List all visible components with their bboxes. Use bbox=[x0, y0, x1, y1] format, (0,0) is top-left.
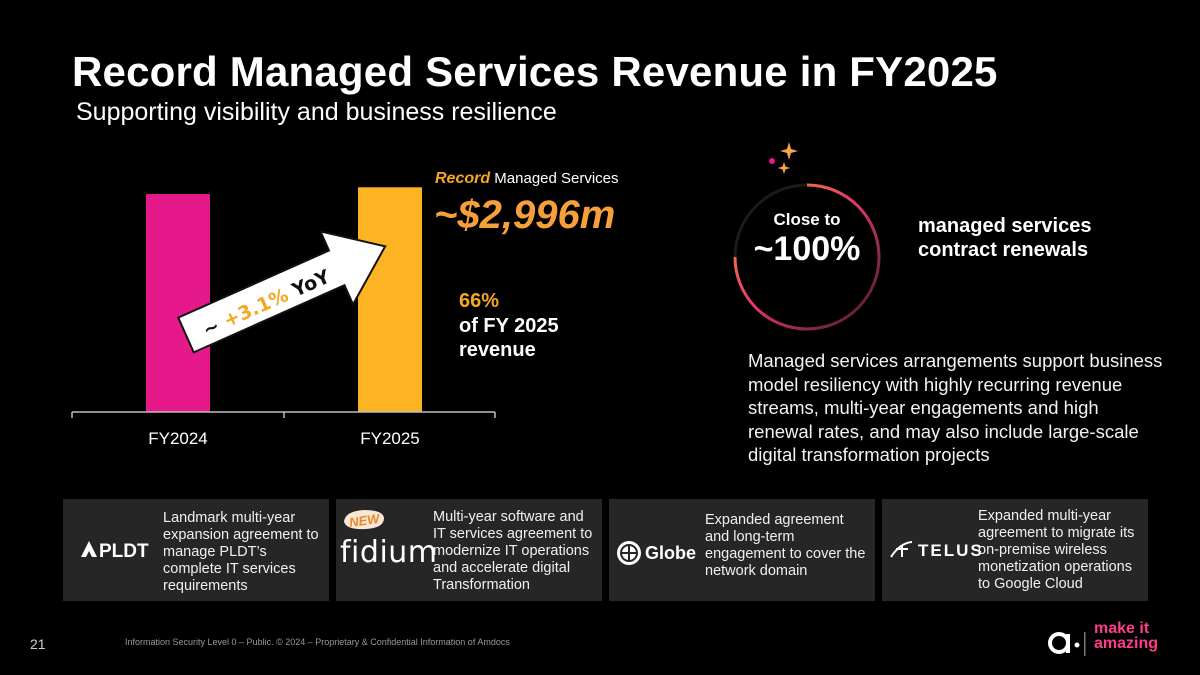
customer-card-fidium: NEW fidium Multi-year software and IT se… bbox=[336, 499, 602, 601]
page-subtitle: Supporting visibility and business resil… bbox=[76, 98, 557, 126]
customer-card-telus: TELUS Expanded multi-year agreement to m… bbox=[882, 499, 1148, 601]
svg-text:PLDT: PLDT bbox=[99, 541, 149, 562]
card-text: Landmark multi-year expansion agreement … bbox=[163, 510, 319, 594]
svg-text:NEW: NEW bbox=[348, 511, 382, 530]
renewal-ring bbox=[733, 183, 881, 331]
renewals-description: Managed services arrangements support bu… bbox=[748, 350, 1163, 465]
x-tick-label: FY2025 bbox=[360, 429, 420, 448]
telus-logo: TELUS bbox=[918, 541, 984, 560]
bar-fy2025 bbox=[358, 187, 422, 412]
revenue-share-text: of FY 2025 revenue bbox=[459, 315, 559, 361]
bar-fy2024 bbox=[146, 194, 210, 412]
renewal-label: managed services contract renewals bbox=[918, 215, 1092, 261]
growth-arrow: ~ +3.1% YoY bbox=[176, 229, 387, 354]
brand-slogan: make it amazing bbox=[1094, 620, 1159, 652]
pldt-logo: PLDT bbox=[81, 541, 149, 562]
card-text: Multi-year software and IT services agre… bbox=[433, 509, 593, 593]
new-badge-icon: NEW bbox=[344, 510, 384, 530]
customer-card-globe: Globe Expanded agreement and long-term e… bbox=[609, 499, 875, 601]
renewal-rate: ~100% bbox=[753, 230, 861, 268]
revenue-bar-chart: FY2024 FY2025 ~ +3.1% YoY bbox=[71, 187, 496, 448]
page-title: Record Managed Services Revenue in FY202… bbox=[72, 48, 998, 95]
close-to-label: Close to bbox=[773, 210, 841, 229]
x-tick-label: FY2024 bbox=[148, 429, 208, 448]
sparkle-icon bbox=[769, 142, 798, 174]
amdocs-logo-icon bbox=[1048, 632, 1086, 656]
fidium-logo: fidium bbox=[340, 535, 438, 570]
card-text: Expanded agreement and long-term engagem… bbox=[705, 512, 866, 579]
confidentiality-note: Information Security Level 0 – Public. ©… bbox=[125, 637, 510, 647]
telus-logo-icon bbox=[890, 541, 913, 558]
card-text: Expanded multi-year agreement to migrate… bbox=[978, 508, 1135, 592]
customer-card-pldt: PLDT Landmark multi-year expansion agree… bbox=[63, 499, 329, 601]
globe-logo-icon bbox=[617, 541, 641, 565]
managed-services-amount: ~$2,996m bbox=[434, 193, 616, 237]
revenue-share-pct: 66% bbox=[459, 290, 500, 312]
record-label: Record Managed Services bbox=[435, 170, 619, 187]
globe-logo: Globe bbox=[645, 543, 697, 563]
page-number: 21 bbox=[30, 636, 46, 652]
